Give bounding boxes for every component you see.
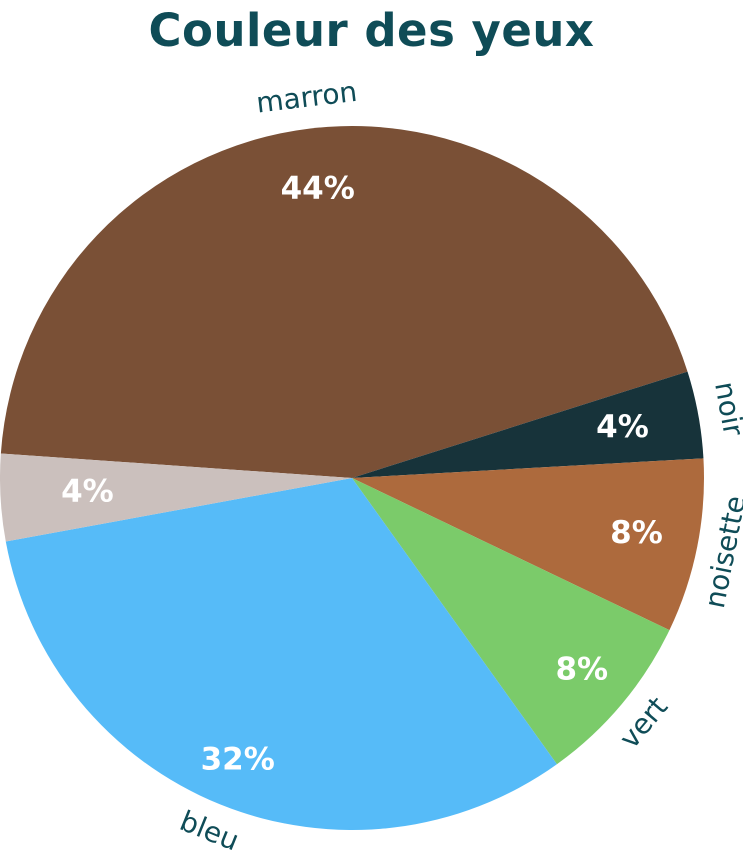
- slice-name-bleu: bleu: [175, 804, 243, 857]
- slice-value-marron: 44%: [281, 171, 355, 207]
- slice-value-gris: 4%: [61, 473, 114, 509]
- slice-name-marron: marron: [254, 75, 358, 120]
- slice-marron: [0, 126, 688, 479]
- slice-value-vert: 8%: [555, 651, 608, 687]
- slice-value-noisette: 8%: [610, 515, 663, 551]
- chart-title: Couleur des yeux: [148, 4, 595, 57]
- slice-noir: [352, 371, 704, 478]
- slice-gris: [0, 453, 352, 542]
- slice-bleu: [5, 478, 557, 831]
- slice-value-bleu: 32%: [201, 741, 275, 777]
- slice-name-noir: noir: [708, 379, 743, 439]
- slice-vert: [352, 478, 670, 765]
- slice-value-noir: 4%: [596, 409, 649, 445]
- slice-noisette: [352, 458, 704, 631]
- slice-name-noisette: noisette: [698, 493, 743, 611]
